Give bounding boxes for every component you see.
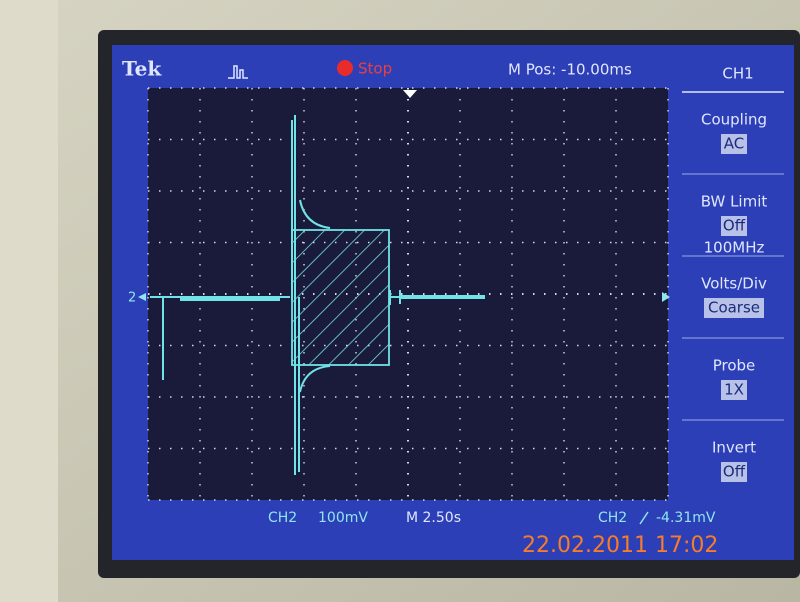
footer-trigger-channel: CH2 bbox=[598, 510, 627, 526]
menu-label: Invert bbox=[712, 439, 756, 457]
run-status: Stop bbox=[358, 60, 392, 78]
menu-value: AC bbox=[724, 135, 744, 153]
stop-dot bbox=[337, 60, 353, 76]
bezel-edge bbox=[0, 0, 58, 602]
brand: Tek bbox=[122, 57, 162, 81]
menu-label: BW Limit bbox=[701, 193, 768, 211]
footer-channel: CH2 bbox=[268, 510, 297, 526]
m-pos: M Pos: -10.00ms bbox=[508, 61, 632, 79]
photo: Tek Stop M Pos: -10.00ms CH1 Coupling AC B… bbox=[0, 0, 800, 602]
footer-trigger-level: -4.31mV bbox=[656, 510, 716, 526]
menu-value: Off bbox=[723, 463, 746, 481]
menu-label: Probe bbox=[713, 357, 756, 375]
footer-time: M 2.50s bbox=[406, 510, 461, 526]
menu-value: Coarse bbox=[708, 299, 760, 317]
menu-channel: CH1 bbox=[722, 65, 753, 83]
timestamp: 22.02.2011 17:02 bbox=[522, 533, 718, 558]
menu-value: 100MHz bbox=[704, 239, 765, 257]
channel-marker: 2 bbox=[128, 291, 136, 306]
menu-label: Coupling bbox=[701, 111, 767, 129]
page: Tek Stop M Pos: -10.00ms CH1 Coupling AC B… bbox=[0, 0, 800, 602]
menu-value: Off bbox=[723, 217, 746, 235]
menu-label: Volts/Div bbox=[701, 275, 767, 293]
menu-value: 1X bbox=[724, 381, 744, 399]
footer-volts: 100mV bbox=[318, 510, 368, 526]
